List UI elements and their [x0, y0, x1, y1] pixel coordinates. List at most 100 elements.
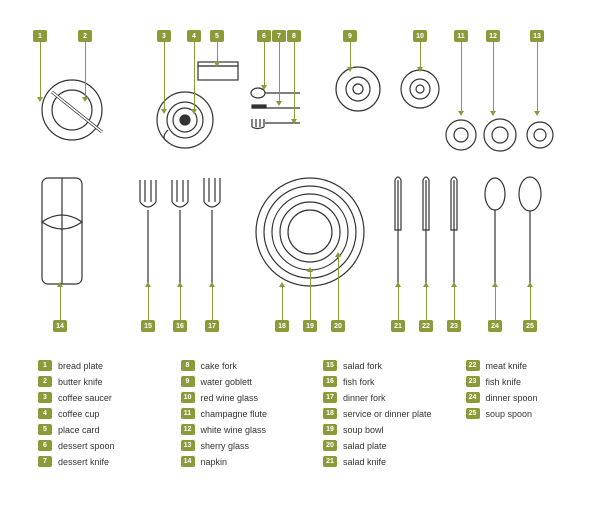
- legend-row: 22meat knife: [466, 360, 579, 371]
- legend-row: 25soup spoon: [466, 408, 579, 419]
- leader-line: [495, 287, 496, 320]
- legend-row: 2 butter knife: [38, 376, 151, 387]
- marker-badge-24: 24: [488, 320, 502, 332]
- marker-badge-6: 6: [257, 30, 271, 42]
- pointer-arrow: [451, 282, 457, 287]
- legend-row: 16fish fork: [323, 376, 436, 387]
- legend-badge: 5: [38, 424, 52, 435]
- marker-badge-4: 4: [187, 30, 201, 42]
- pointer-arrow: [82, 97, 88, 102]
- legend-label: dessert spoon: [58, 441, 115, 451]
- leader-line: [426, 287, 427, 320]
- leader-line: [338, 257, 339, 320]
- legend-label: salad plate: [343, 441, 387, 451]
- legend-column: 1bread plate 2 butter knife 3coffee saucer 4…: [38, 360, 151, 467]
- marker-badge-14: 14: [53, 320, 67, 332]
- marker-badge-2: 2: [78, 30, 92, 42]
- legend-row: 17dinner fork: [323, 392, 436, 403]
- marker-badge-20: 20: [331, 320, 345, 332]
- legend-row: 13 sherry glass: [181, 440, 294, 451]
- legend-label: coffee cup: [58, 409, 99, 419]
- legend-label: service or dinner plate: [343, 409, 432, 419]
- leader-line: [420, 42, 421, 68]
- legend-row: 10 red wine glass: [181, 392, 294, 403]
- legend-badge: 13: [181, 440, 195, 451]
- legend-row: 14 napkin: [181, 456, 294, 467]
- legend-label: place card: [58, 425, 100, 435]
- legend-label: dessert knife: [58, 457, 109, 467]
- leader-line: [279, 42, 280, 102]
- legend-row: 8 cake fork: [181, 360, 294, 371]
- legend-label: champagne flute: [201, 409, 268, 419]
- legend-row: 3coffee saucer: [38, 392, 151, 403]
- legend-badge: 10: [181, 392, 195, 403]
- legend-badge: 18: [323, 408, 337, 419]
- legend-label: meat knife: [486, 361, 528, 371]
- marker-badge-1: 1: [33, 30, 47, 42]
- legend-badge: 15: [323, 360, 337, 371]
- legend-row: 6dessert spoon: [38, 440, 151, 451]
- marker-badge-11: 11: [454, 30, 468, 42]
- legend-row: 1bread plate: [38, 360, 151, 371]
- legend-row: 19soup bowl: [323, 424, 436, 435]
- marker-badge-7: 7: [272, 30, 286, 42]
- legend-column: 8 cake fork 9water goblett 10 red wine glass…: [181, 360, 294, 467]
- legend-row: 9water goblett: [181, 376, 294, 387]
- marker-badge-13: 13: [530, 30, 544, 42]
- legend-row: 24dinner spoon: [466, 392, 579, 403]
- legend-label: fish knife: [486, 377, 522, 387]
- legend-row: 4coffee cup: [38, 408, 151, 419]
- legend-label: fish fork: [343, 377, 375, 387]
- legend-badge: 14: [181, 456, 195, 467]
- legend-label: white wine glass: [201, 425, 267, 435]
- pointer-arrow: [279, 282, 285, 287]
- pointer-arrow: [417, 67, 423, 72]
- legend-label: dinner fork: [343, 393, 386, 403]
- pointer-arrow: [492, 282, 498, 287]
- leader-line: [164, 42, 165, 110]
- leader-line: [350, 42, 351, 68]
- leader-line: [180, 287, 181, 320]
- legend-badge: 23: [466, 376, 480, 387]
- marker-badge-9: 9: [343, 30, 357, 42]
- marker-badge-3: 3: [157, 30, 171, 42]
- legend-row: 11 champagne flute: [181, 408, 294, 419]
- legend-badge: 19: [323, 424, 337, 435]
- pointer-arrow: [214, 62, 220, 67]
- leader-line: [264, 42, 265, 86]
- leader-line: [537, 42, 538, 112]
- pointer-arrow: [161, 109, 167, 114]
- legend-row: 18 service or dinner plate: [323, 408, 436, 419]
- legend-label: sherry glass: [201, 441, 250, 451]
- legend-label: napkin: [201, 457, 228, 467]
- pointer-arrow: [209, 282, 215, 287]
- legend-label: cake fork: [201, 361, 238, 371]
- legend-row: 15salad fork: [323, 360, 436, 371]
- pointer-arrow: [423, 282, 429, 287]
- legend-column: 22meat knife 23 fish knife 24dinner spoon 25…: [466, 360, 579, 467]
- legend-label: red wine glass: [201, 393, 259, 403]
- legend-column: 15salad fork 16fish fork 17dinner fork 18 se…: [323, 360, 436, 467]
- marker-badge-10: 10: [413, 30, 427, 42]
- pointer-arrow: [527, 282, 533, 287]
- legend-label: butter knife: [58, 377, 103, 387]
- leader-line: [530, 287, 531, 320]
- pointer-arrow: [347, 67, 353, 72]
- leader-line: [454, 287, 455, 320]
- pointer-arrow: [191, 109, 197, 114]
- legend-label: salad knife: [343, 457, 386, 467]
- marker-badge-12: 12: [486, 30, 500, 42]
- legend-badge: 11: [181, 408, 195, 419]
- legend: 1bread plate 2 butter knife 3coffee saucer 4…: [38, 360, 578, 467]
- legend-badge: 8: [181, 360, 195, 371]
- legend-row: 12white wine glass: [181, 424, 294, 435]
- legend-row: 20salad plate: [323, 440, 436, 451]
- leader-line: [212, 287, 213, 320]
- legend-badge: 21: [323, 456, 337, 467]
- legend-row: 21 salad knife: [323, 456, 436, 467]
- marker-badge-22: 22: [419, 320, 433, 332]
- marker-badge-23: 23: [447, 320, 461, 332]
- leader-line: [60, 287, 61, 320]
- legend-badge: 2: [38, 376, 52, 387]
- leader-line: [217, 42, 218, 63]
